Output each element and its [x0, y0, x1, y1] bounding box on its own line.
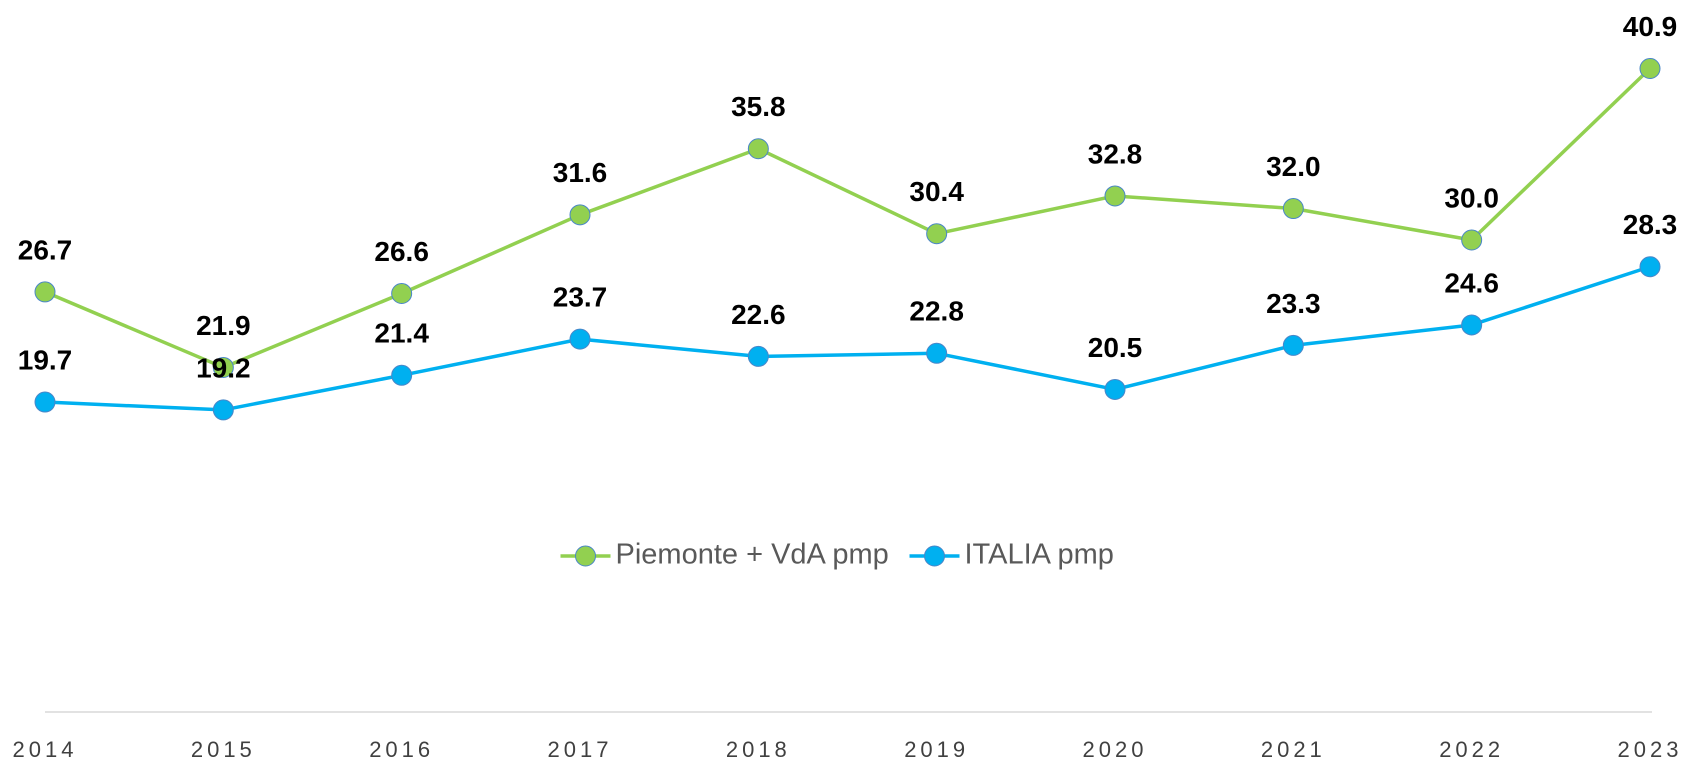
point-marker: [1282, 334, 1304, 356]
x-tick-label: 2017: [548, 737, 613, 762]
x-tick-label: 2019: [904, 737, 969, 762]
data-label: 30.0: [1444, 182, 1499, 213]
data-label: 21.9: [196, 310, 251, 341]
data-label: 40.9: [1623, 11, 1678, 42]
data-label: 31.6: [553, 157, 608, 188]
point-marker: [1461, 314, 1483, 336]
point-marker: [926, 223, 948, 245]
legend-label: Piemonte + VdA pmp: [616, 539, 889, 571]
point-marker: [391, 282, 413, 304]
legend-marker: [924, 545, 945, 567]
point-marker: [747, 138, 769, 160]
x-tick-label: 2020: [1083, 737, 1148, 762]
data-label: 32.8: [1088, 138, 1143, 169]
data-label: 32.0: [1266, 151, 1321, 182]
data-label: 30.4: [909, 176, 964, 207]
data-label: 22.8: [909, 296, 964, 327]
point-marker: [1639, 58, 1661, 80]
point-marker: [1282, 198, 1304, 220]
point-marker: [212, 399, 234, 421]
data-label: 23.3: [1266, 288, 1321, 319]
series-line: [44, 67, 1652, 370]
point-marker: [1461, 229, 1483, 251]
point-marker: [926, 342, 948, 364]
data-label: 26.6: [374, 236, 429, 267]
point-marker: [34, 391, 56, 413]
data-label: 20.5: [1088, 332, 1143, 363]
point-marker: [1104, 378, 1126, 400]
data-label: 26.7: [18, 234, 73, 265]
point-marker: [747, 345, 769, 367]
legend-label: ITALIA pmp: [965, 539, 1114, 571]
x-tick-label: 2023: [1618, 737, 1683, 762]
series-line: [44, 265, 1651, 412]
point-marker: [1639, 256, 1661, 278]
data-label: 19.7: [18, 344, 73, 375]
point-marker: [34, 281, 56, 303]
data-label: 22.6: [731, 299, 786, 330]
data-label: 23.7: [553, 282, 608, 313]
point-marker: [569, 204, 591, 226]
data-label: 19.2: [196, 352, 251, 383]
point-marker: [1104, 185, 1126, 207]
x-tick-label: 2022: [1439, 737, 1504, 762]
x-tick-label: 2014: [13, 737, 78, 762]
legend-marker: [575, 545, 596, 567]
data-label: 35.8: [731, 91, 786, 122]
data-label: 24.6: [1444, 267, 1499, 298]
x-tick-label: 2021: [1261, 737, 1326, 762]
x-tick-label: 2016: [369, 737, 434, 762]
x-tick-label: 2018: [726, 737, 791, 762]
data-label: 21.4: [374, 318, 429, 349]
point-marker: [391, 364, 413, 386]
x-tick-label: 2015: [191, 737, 256, 762]
point-marker: [212, 356, 234, 378]
point-marker: [569, 328, 591, 350]
data-label: 28.3: [1623, 209, 1678, 240]
